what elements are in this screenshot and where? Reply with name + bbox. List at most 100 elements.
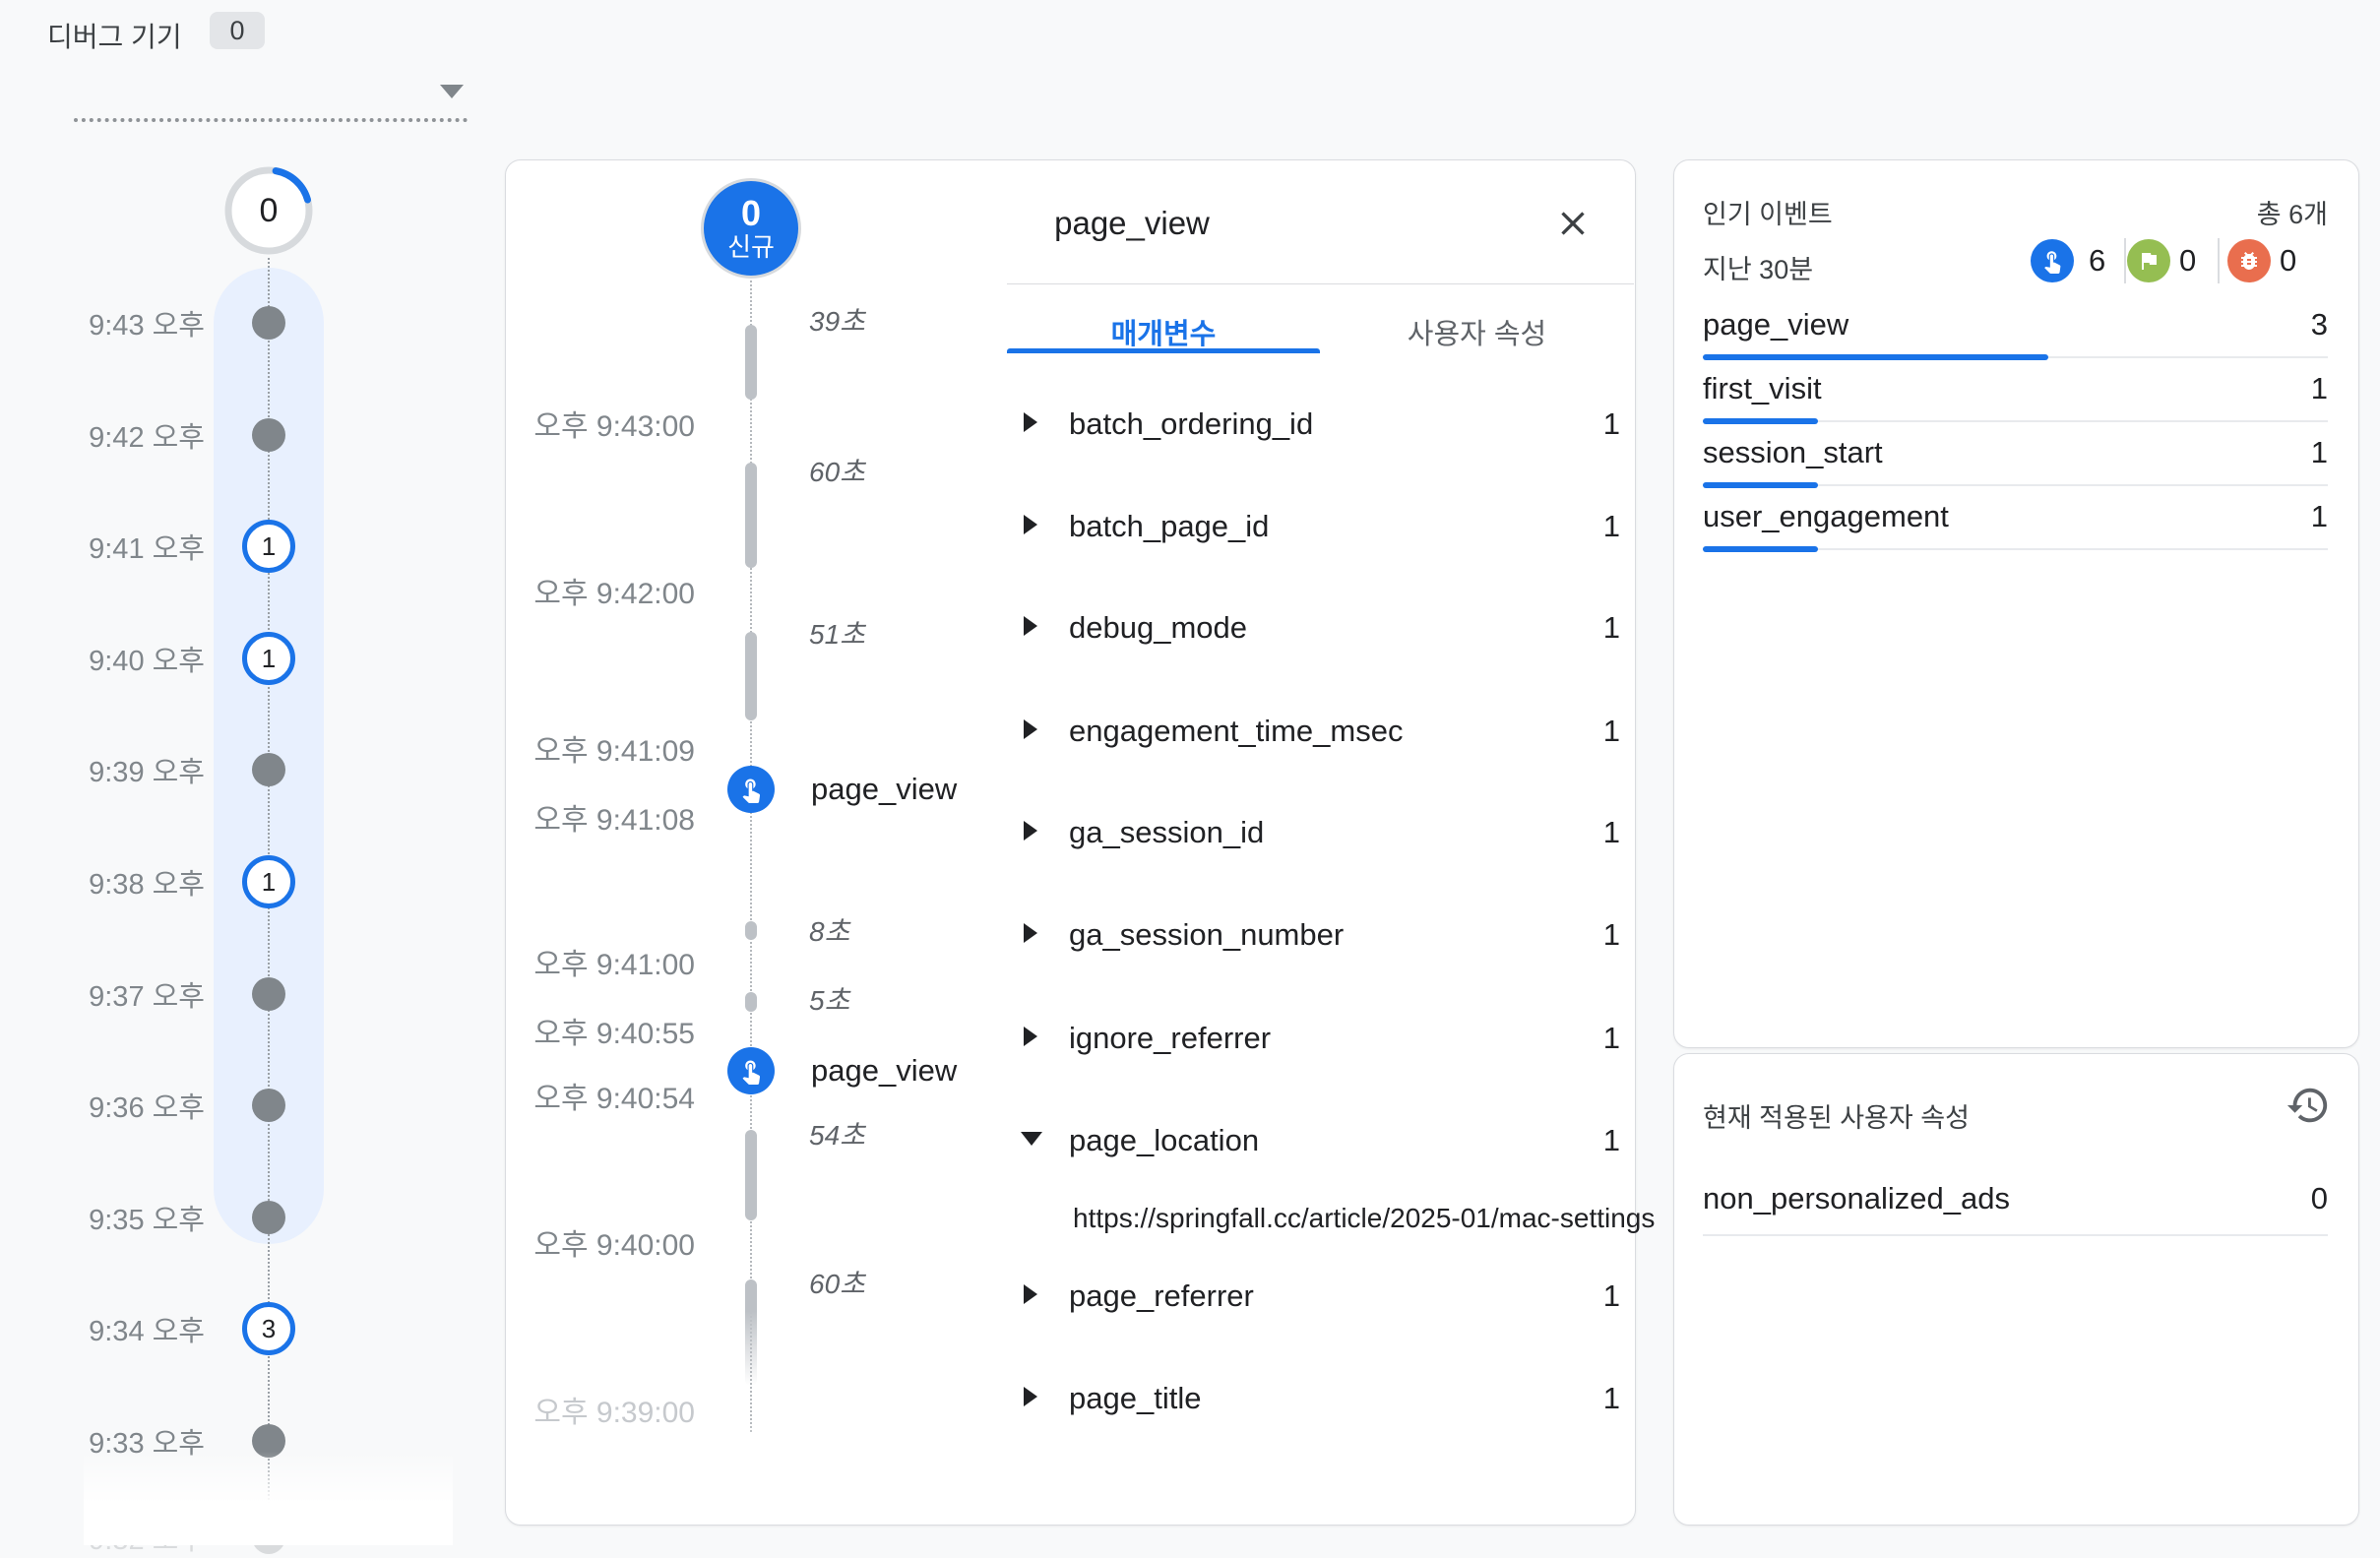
timeline-timestamp: 오후 9:40:54 <box>533 1083 695 1115</box>
close-icon <box>1561 212 1585 235</box>
counter-divider <box>2218 238 2220 283</box>
new-users-label: 신규 <box>727 232 775 262</box>
tab-user-properties[interactable]: 사용자 속성 <box>1407 319 1547 350</box>
parameter-count: 1 <box>1602 1381 1620 1415</box>
row-divider <box>1703 484 2328 486</box>
duration-label: 60초 <box>809 1269 865 1299</box>
parameter-name: batch_ordering_id <box>1069 406 1314 441</box>
minute-label: 9:37 오후 <box>89 981 205 1013</box>
parameter-name: ignore_referrer <box>1069 1021 1272 1055</box>
event-count: 3 <box>2310 307 2328 342</box>
timeline-timestamp: 오후 9:40:00 <box>533 1229 695 1262</box>
expand-arrow-icon <box>1024 719 1037 739</box>
user-properties-title: 현재 적용된 사용자 속성 <box>1703 1103 1970 1133</box>
event-name: first_visit <box>1703 371 1822 405</box>
debug-device-label: 디버그 기기 <box>47 22 182 52</box>
top-events-card <box>1673 159 2359 1048</box>
minute-label: 9:43 오후 <box>89 310 205 342</box>
parameter-count: 1 <box>1602 610 1620 645</box>
minute-label: 9:32 오후 <box>89 1525 205 1556</box>
minute-label: 9:41 오후 <box>89 533 205 565</box>
minute-dot <box>252 306 285 340</box>
minute-dot <box>252 1424 285 1458</box>
event-detail-card <box>505 159 1636 1526</box>
event-bar <box>1703 418 1818 424</box>
event-bar <box>1703 546 1818 552</box>
parameter-count: 1 <box>1602 917 1620 952</box>
minute-event-count: 1 <box>242 520 295 573</box>
history-button[interactable] <box>2286 1083 2331 1128</box>
engagement-segment <box>745 1279 757 1386</box>
expand-arrow-icon <box>1024 821 1037 841</box>
event-name: session_start <box>1703 435 1883 469</box>
timeline-timestamp: 오후 9:40:55 <box>533 1018 695 1050</box>
parameter-count: 1 <box>1602 1278 1620 1313</box>
event-timeline-line <box>750 276 752 1432</box>
row-divider <box>1703 1234 2328 1236</box>
minute-label: 9:35 오후 <box>89 1205 205 1236</box>
parameter-name: page_title <box>1069 1381 1202 1415</box>
duration-label: 39초 <box>809 306 865 337</box>
minute-event-count: 1 <box>242 855 295 908</box>
event-name: page_view <box>1703 307 1849 342</box>
duration-label: 5초 <box>809 985 850 1016</box>
chevron-down-icon <box>440 85 464 98</box>
close-button[interactable] <box>1553 204 1593 243</box>
engagement-segment <box>745 463 757 568</box>
timeline-event-name: page_view <box>811 1053 958 1088</box>
duration-label: 51초 <box>809 619 865 650</box>
duration-label: 60초 <box>809 457 865 487</box>
parameter-count: 1 <box>1602 714 1620 748</box>
parameter-name: batch_page_id <box>1069 509 1270 543</box>
bug-count: 0 <box>2280 243 2297 278</box>
duration-label: 54초 <box>809 1120 865 1151</box>
minute-dot <box>252 753 285 786</box>
tab-parameters[interactable]: 매개변수 <box>1110 319 1217 350</box>
history-icon <box>2286 1088 2328 1123</box>
touch-icon <box>727 766 775 813</box>
top-events-subtitle: 지난 30분 <box>1703 255 1814 284</box>
current-minute-count: 0 <box>259 191 279 229</box>
minute-label: 9:38 오후 <box>89 869 205 901</box>
tab-indicator <box>1007 348 1320 353</box>
user-properties-card <box>1673 1053 2359 1526</box>
device-selector-dropdown[interactable] <box>74 75 468 122</box>
minute-dot <box>252 418 285 452</box>
minute-label: 9:34 오후 <box>89 1316 205 1347</box>
touch-count: 6 <box>2089 243 2106 278</box>
flag-count: 0 <box>2179 243 2197 278</box>
expand-arrow-icon <box>1024 1387 1037 1406</box>
minute-label: 9:36 오후 <box>89 1092 205 1124</box>
event-count: 1 <box>2310 499 2328 533</box>
parameter-name: debug_mode <box>1069 610 1247 645</box>
expand-arrow-icon <box>1024 616 1037 636</box>
event-name: user_engagement <box>1703 499 1949 533</box>
engagement-segment <box>745 632 757 720</box>
flag-icon <box>2127 239 2170 282</box>
touch-icon <box>2031 239 2074 282</box>
parameter-value: https://springfall.cc/article/2025-01/ma… <box>1073 1203 1656 1233</box>
minute-label: 9:39 오후 <box>89 757 205 788</box>
minute-dot <box>252 977 285 1011</box>
parameter-count: 1 <box>1602 509 1620 543</box>
minute-label: 9:42 오후 <box>89 422 205 454</box>
minute-event-count: 3 <box>242 1302 295 1355</box>
user-property-count: 0 <box>2310 1181 2328 1215</box>
timeline-timestamp: 오후 9:42:00 <box>533 578 695 610</box>
parameter-name: engagement_time_msec <box>1069 714 1404 748</box>
current-minute-ring[interactable]: 0 <box>219 161 318 260</box>
parameter-name: page_referrer <box>1069 1278 1254 1313</box>
timeline-timestamp: 오후 9:41:09 <box>533 735 695 768</box>
progress-ring-icon <box>224 166 313 255</box>
touch-icon <box>727 1047 775 1094</box>
event-count: 1 <box>2310 435 2328 469</box>
row-divider <box>1703 420 2328 422</box>
event-title: page_view <box>1054 205 1210 241</box>
parameter-count: 1 <box>1602 1123 1620 1157</box>
header-divider <box>1007 283 1634 284</box>
parameter-name: ga_session_number <box>1069 917 1345 952</box>
collapse-arrow-icon <box>1021 1132 1042 1146</box>
parameter-name: ga_session_id <box>1069 815 1265 849</box>
minute-dot <box>252 1089 285 1122</box>
